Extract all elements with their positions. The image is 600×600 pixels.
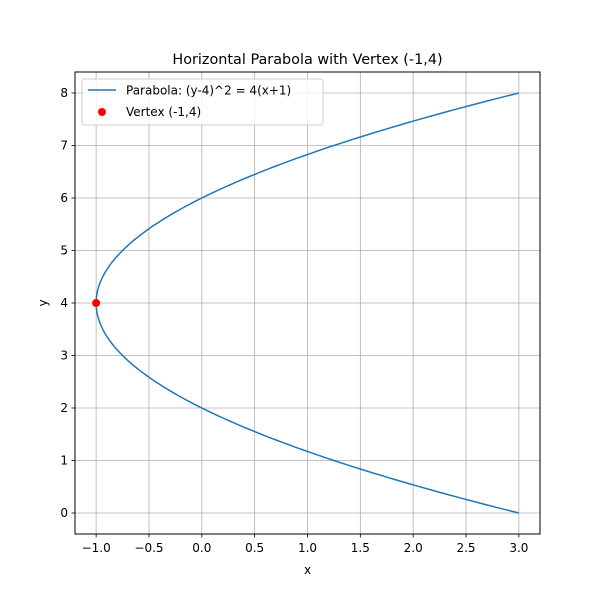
y-tick-label: 1 [60,454,68,468]
legend-label-vertex: Vertex (-1,4) [126,105,201,119]
x-tick-label: 2.5 [456,541,475,555]
grid [75,72,540,534]
x-tick-label: 2.0 [404,541,423,555]
legend: Parabola: (y-4)^2 = 4(x+1) Vertex (-1,4) [81,78,324,126]
y-tick-label: 3 [60,349,68,363]
vertex-point [92,299,101,307]
y-tick-label: 6 [60,191,68,205]
y-tick-label: 5 [60,244,68,258]
plot-data [92,92,520,514]
x-tick-label: 0.5 [245,541,264,555]
x-tick-label: 3.0 [509,541,528,555]
legend-label-parabola: Parabola: (y-4)^2 = 4(x+1) [126,84,291,98]
legend-marker-swatch [98,108,106,116]
y-tick-label: 7 [60,139,68,153]
legend-box [81,78,324,126]
x-axis-label: x [304,563,311,577]
ticks: −1.0 −0.5 0.0 0.5 1.0 1.5 2.0 2.5 3.0 0 1 2 3 4 5 6 7 8 [60,86,528,555]
x-tick-label: −0.5 [134,541,163,555]
y-tick-label: 0 [60,506,68,520]
y-tick-label: 4 [60,296,68,310]
y-axis-label: y [36,299,50,306]
x-tick-label: 1.5 [351,541,370,555]
y-tick-label: 8 [60,86,68,100]
y-tick-label: 2 [60,401,68,415]
chart-title: Horizontal Parabola with Vertex (-1,4) [172,52,442,68]
x-tick-label: −1.0 [82,541,111,555]
x-tick-label: 0.0 [192,541,211,555]
x-tick-label: 1.0 [298,541,317,555]
